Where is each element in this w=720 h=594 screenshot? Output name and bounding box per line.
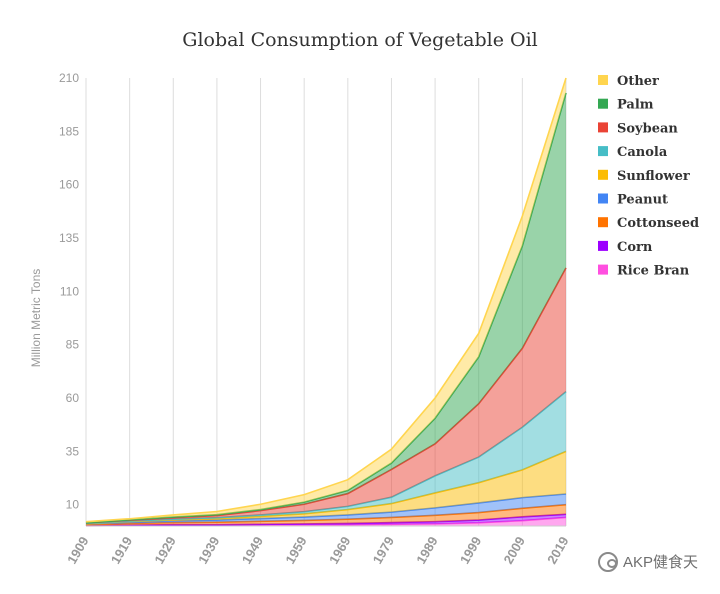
y-tick-label: 160: [59, 178, 79, 192]
legend-swatch-rice-bran: [598, 264, 608, 275]
stacked-areas: [85, 77, 567, 527]
legend-swatch-other: [598, 75, 608, 85]
x-tick-label: 2009: [501, 534, 528, 567]
x-tick-label: 1999: [457, 534, 484, 567]
legend-swatch-peanut: [598, 193, 608, 204]
x-tick-label: 1929: [151, 534, 178, 567]
watermark: AKP健食天: [597, 551, 698, 572]
legend-swatch-soybean: [598, 122, 608, 133]
y-tick-label: 60: [66, 391, 80, 405]
area-peanut: [86, 494, 566, 525]
legend-label-sunflower: Sunflower: [617, 169, 690, 184]
y-tick-label: 135: [59, 231, 79, 245]
legend-label-rice-bran: Rice Bran: [617, 264, 690, 279]
legend-swatch-cottonseed: [598, 217, 608, 228]
x-tick-label: 1989: [413, 534, 440, 567]
legend-label-soybean: Soybean: [617, 121, 678, 136]
legend-label-palm: Palm: [617, 98, 654, 113]
y-tick-label: 10: [66, 498, 80, 512]
legend-label-canola: Canola: [617, 145, 668, 160]
legend-swatch-corn: [598, 240, 608, 251]
y-axis-label: Million Metric Tons: [29, 269, 43, 367]
x-tick-label: 1969: [326, 534, 353, 567]
x-tick-label: 1979: [370, 534, 397, 567]
legend-swatch-sunflower: [598, 169, 608, 180]
area-line-other: [85, 77, 567, 523]
legend-label-peanut: Peanut: [617, 193, 668, 208]
wechat-icon: [597, 551, 618, 572]
x-tick-label: 1949: [239, 534, 266, 567]
y-tick-label: 110: [60, 284, 79, 298]
watermark-text: AKP健食天: [622, 554, 698, 571]
area-palm: [86, 92, 566, 524]
area-soybean: [86, 267, 566, 524]
x-tick-label: 1939: [195, 534, 222, 567]
y-tick-label: 85: [66, 338, 80, 352]
x-tick-label: 1919: [108, 534, 135, 567]
x-tick-label: 1909: [64, 534, 91, 567]
x-tick-label: 1959: [282, 534, 309, 567]
chart-title: Global Consumption of Vegetable Oil: [182, 29, 537, 51]
legend-label-other: Other: [617, 74, 659, 89]
legend-swatch-palm: [598, 98, 608, 109]
area-cottonseed: [86, 504, 566, 526]
legend: Other Palm Soybean Canola Sunflower Peanut Cot…: [598, 74, 699, 279]
area-sunflower: [86, 451, 566, 524]
y-tick-label: 35: [66, 444, 80, 458]
legend-label-cottonseed: Cottonseed: [617, 216, 699, 231]
y-tick-label: 185: [59, 124, 79, 138]
legend-swatch-canola: [598, 146, 608, 157]
legend-label-corn: Corn: [617, 240, 653, 255]
x-tick-label: 2019: [544, 534, 571, 567]
y-tick-label: 210: [59, 71, 79, 85]
area-corn: [86, 514, 566, 526]
